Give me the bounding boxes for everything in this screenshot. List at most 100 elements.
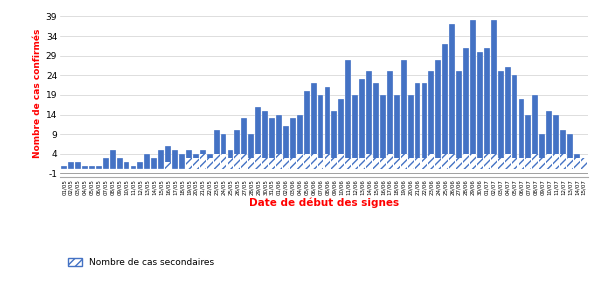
Bar bbox=[380, 95, 386, 170]
Bar bbox=[179, 154, 185, 170]
Bar bbox=[207, 158, 212, 170]
Bar bbox=[539, 158, 545, 170]
Bar bbox=[442, 44, 448, 170]
Bar bbox=[193, 154, 199, 170]
Bar bbox=[366, 72, 372, 170]
Bar bbox=[401, 154, 407, 170]
Bar bbox=[200, 154, 206, 170]
Bar bbox=[151, 158, 157, 170]
Bar bbox=[248, 158, 254, 170]
Bar bbox=[546, 154, 552, 170]
Bar bbox=[214, 130, 220, 170]
Bar bbox=[567, 134, 573, 170]
Bar bbox=[116, 158, 122, 170]
Bar bbox=[470, 154, 476, 170]
Bar bbox=[255, 154, 261, 170]
Bar bbox=[359, 79, 365, 170]
Bar bbox=[241, 118, 247, 170]
Bar bbox=[304, 91, 310, 170]
Bar bbox=[193, 158, 199, 170]
Bar bbox=[574, 158, 580, 170]
Bar bbox=[407, 95, 413, 170]
Bar bbox=[359, 158, 365, 170]
Bar bbox=[325, 87, 331, 170]
Bar bbox=[532, 154, 538, 170]
Bar bbox=[311, 154, 317, 170]
Bar bbox=[436, 158, 441, 170]
Bar bbox=[338, 154, 344, 170]
Bar bbox=[290, 158, 296, 170]
Bar bbox=[172, 150, 178, 170]
Bar bbox=[512, 75, 517, 170]
Bar bbox=[331, 111, 337, 170]
Bar bbox=[346, 158, 351, 170]
Bar bbox=[373, 158, 379, 170]
Bar bbox=[394, 95, 400, 170]
Bar bbox=[422, 83, 427, 170]
Bar bbox=[325, 154, 331, 170]
Bar bbox=[255, 107, 261, 170]
Bar bbox=[145, 154, 150, 170]
Bar bbox=[186, 158, 192, 170]
Bar bbox=[262, 158, 268, 170]
Bar bbox=[477, 52, 483, 170]
Bar bbox=[131, 166, 136, 170]
Bar bbox=[463, 154, 469, 170]
Bar bbox=[346, 59, 351, 170]
Bar bbox=[526, 158, 532, 170]
Bar bbox=[553, 114, 559, 170]
Bar bbox=[227, 150, 233, 170]
Bar bbox=[311, 83, 317, 170]
Bar bbox=[387, 154, 393, 170]
Bar bbox=[61, 166, 67, 170]
Bar bbox=[68, 162, 74, 170]
Bar bbox=[304, 154, 310, 170]
Bar bbox=[449, 24, 455, 170]
Bar bbox=[317, 95, 323, 170]
Bar bbox=[436, 59, 441, 170]
Bar bbox=[373, 83, 379, 170]
Bar bbox=[380, 158, 386, 170]
Bar bbox=[227, 158, 233, 170]
Bar bbox=[352, 95, 358, 170]
Bar bbox=[581, 158, 587, 170]
Bar bbox=[546, 111, 552, 170]
Bar bbox=[484, 48, 490, 170]
Bar bbox=[560, 130, 566, 170]
X-axis label: Date de début des signes: Date de début des signes bbox=[249, 197, 399, 208]
Bar bbox=[110, 150, 116, 170]
Bar bbox=[235, 130, 241, 170]
Bar bbox=[276, 154, 282, 170]
Bar bbox=[352, 158, 358, 170]
Bar bbox=[221, 134, 226, 170]
Bar bbox=[165, 162, 171, 170]
Bar bbox=[505, 67, 511, 170]
Bar bbox=[442, 154, 448, 170]
Bar bbox=[498, 158, 503, 170]
Bar bbox=[158, 150, 164, 170]
Bar bbox=[297, 154, 302, 170]
Bar bbox=[491, 20, 497, 170]
Bar bbox=[553, 154, 559, 170]
Bar bbox=[567, 158, 573, 170]
Bar bbox=[505, 154, 511, 170]
Bar bbox=[89, 166, 95, 170]
Bar bbox=[428, 72, 434, 170]
Bar bbox=[214, 154, 220, 170]
Bar bbox=[290, 118, 296, 170]
Bar bbox=[581, 158, 587, 170]
Bar bbox=[470, 20, 476, 170]
Legend: Nombre de cas secondaires: Nombre de cas secondaires bbox=[65, 254, 218, 271]
Bar bbox=[539, 134, 545, 170]
Bar bbox=[366, 154, 372, 170]
Bar bbox=[477, 158, 483, 170]
Bar bbox=[75, 162, 81, 170]
Bar bbox=[401, 59, 407, 170]
Bar bbox=[269, 118, 275, 170]
Bar bbox=[276, 114, 282, 170]
Bar bbox=[269, 158, 275, 170]
Bar bbox=[491, 154, 497, 170]
Bar bbox=[235, 154, 241, 170]
Bar bbox=[186, 150, 192, 170]
Bar bbox=[207, 154, 212, 170]
